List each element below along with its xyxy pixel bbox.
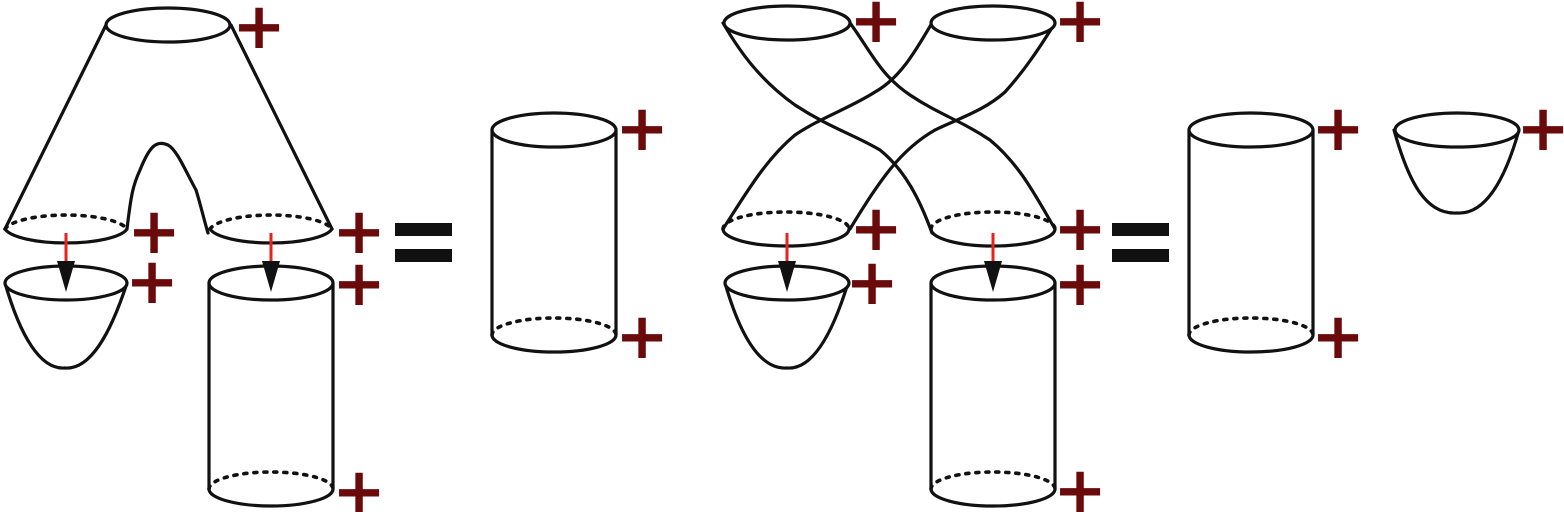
glue-arrow: [778, 233, 796, 292]
plus-sign: +: [849, 0, 903, 58]
equals-sign: [395, 223, 452, 262]
cylinder-result-2: [1187, 111, 1315, 354]
plus-sign: +: [1516, 92, 1564, 166]
cylinder-1: [207, 264, 335, 508]
plus-sign: +: [849, 192, 903, 266]
plus-sign: +: [332, 195, 386, 269]
crossed-cylinders: [721, 4, 1057, 248]
glue-arrow: [57, 233, 75, 292]
pair-of-pants: [3, 6, 334, 245]
plus-sign: +: [1053, 0, 1107, 58]
cap-result: [1392, 111, 1521, 215]
plus-sign: +: [615, 92, 669, 166]
plus-sign: +: [1053, 192, 1107, 266]
plus-sign: +: [332, 247, 386, 321]
pants-top-rim: [104, 6, 232, 44]
plus-sign: +: [332, 455, 386, 512]
plus-sign: +: [125, 245, 179, 319]
plus-sign: +: [1311, 92, 1365, 166]
cylinder-result-1: [490, 111, 618, 354]
glue-arrow: [984, 233, 1002, 292]
plus-signs: + + + + + + + + + + + + + + + + + +: [125, 0, 1564, 512]
glue-arrow: [262, 233, 280, 292]
plus-sign: +: [1311, 300, 1365, 374]
plus-sign: +: [1053, 454, 1107, 512]
plus-sign: +: [127, 195, 181, 269]
plus-sign: +: [845, 246, 899, 320]
plus-sign: +: [232, 0, 286, 64]
plus-sign: +: [1053, 247, 1107, 321]
cylinder-2: [929, 264, 1057, 508]
equals-sign: [1112, 223, 1169, 262]
plus-sign: +: [615, 300, 669, 374]
